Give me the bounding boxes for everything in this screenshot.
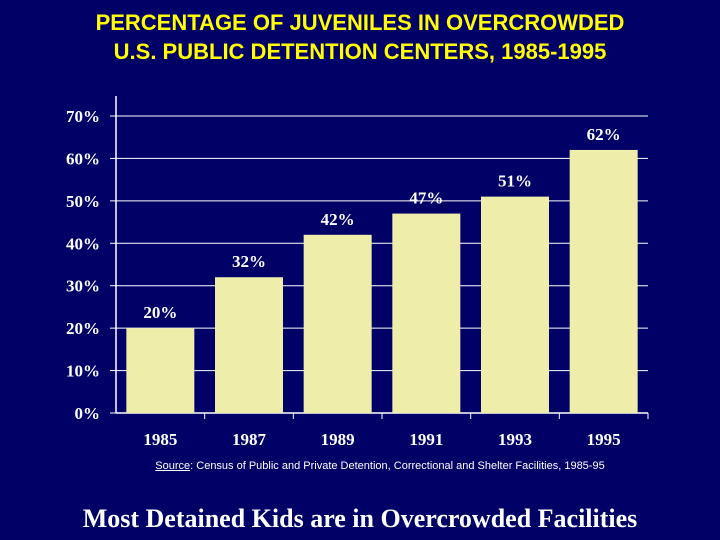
bar xyxy=(481,196,549,413)
data-label: 20% xyxy=(143,303,177,322)
x-tick-label: 1985 xyxy=(143,430,177,449)
y-tick-label: 70% xyxy=(66,107,100,126)
bar xyxy=(569,149,638,413)
x-tick-label: 1991 xyxy=(409,430,443,449)
y-tick-label: 0% xyxy=(75,404,101,423)
x-tick-label: 1993 xyxy=(498,430,532,449)
data-label: 62% xyxy=(587,125,621,144)
y-tick-label: 60% xyxy=(66,149,100,168)
source-text: : Census of Public and Private Detention… xyxy=(190,460,605,472)
bar xyxy=(303,234,372,413)
title-line-1: PERCENTAGE OF JUVENILES IN OVERCROWDED xyxy=(95,10,625,35)
data-label: 47% xyxy=(409,189,443,208)
bar xyxy=(392,213,461,413)
y-tick-label: 30% xyxy=(66,277,100,296)
bar xyxy=(126,328,195,413)
data-label: 42% xyxy=(321,210,355,229)
chart-title: PERCENTAGE OF JUVENILES IN OVERCROWDED U… xyxy=(0,8,720,66)
y-tick-label: 10% xyxy=(66,362,100,381)
footer-caption: Most Detained Kids are in Overcrowded Fa… xyxy=(82,504,638,533)
x-tick-label: 1987 xyxy=(232,430,267,449)
y-tick-label: 40% xyxy=(66,234,100,253)
x-tick-label: 1995 xyxy=(587,430,621,449)
y-tick-label: 50% xyxy=(66,192,100,211)
y-tick-label: 20% xyxy=(66,319,100,338)
title-line-2: U.S. PUBLIC DETENTION CENTERS, 1985-1995 xyxy=(113,39,607,64)
data-label: 51% xyxy=(498,172,532,191)
bar xyxy=(215,277,283,413)
x-tick-label: 1989 xyxy=(321,430,355,449)
source-note: Source: Census of Public and Private Det… xyxy=(0,460,720,472)
source-label: Source xyxy=(155,460,191,472)
data-label: 32% xyxy=(232,252,266,271)
